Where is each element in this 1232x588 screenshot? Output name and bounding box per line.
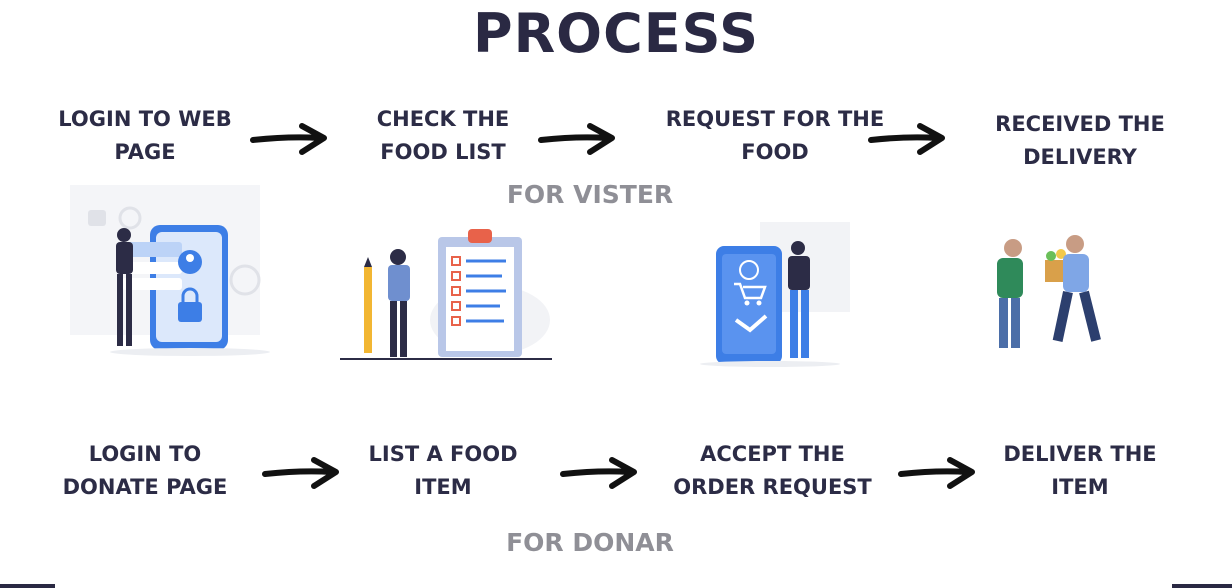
donor-section-label: FOR DONAR [506, 528, 674, 557]
visitor-step-login: LOGIN TO WEB PAGE [58, 107, 232, 164]
page-title: PROCESS [473, 2, 759, 65]
visitor-section-label: FOR VISTER [506, 180, 674, 209]
arrow-right-icon [250, 123, 327, 155]
arrow-right-icon [538, 123, 615, 155]
arrow-right-icon [262, 457, 339, 489]
arrow-right-icon [868, 123, 945, 155]
arrow-right-icon [898, 457, 975, 489]
shopping-cart-phone-icon [700, 222, 850, 367]
arrow-right-icon [560, 457, 637, 489]
donor-step-list-item: LIST A FOOD ITEM [368, 442, 518, 499]
login-phone-icon [70, 185, 270, 356]
corner-bar-left [0, 584, 55, 588]
delivery-handover-icon [997, 235, 1101, 348]
visitor-step-received: RECEIVED THE DELIVERY [995, 112, 1165, 169]
donor-step-login: LOGIN TO DONATE PAGE [62, 442, 228, 499]
visitor-step-request: REQUEST FOR THE FOOD [665, 107, 885, 164]
clipboard-checklist-icon [340, 229, 552, 360]
donor-step-deliver: DELIVER THE ITEM [1003, 442, 1157, 499]
visitor-step-check-list: CHECK THE FOOD LIST [376, 107, 510, 164]
donor-step-accept-order: ACCEPT THE ORDER REQUEST [673, 442, 872, 499]
corner-bar-right [1172, 584, 1232, 588]
